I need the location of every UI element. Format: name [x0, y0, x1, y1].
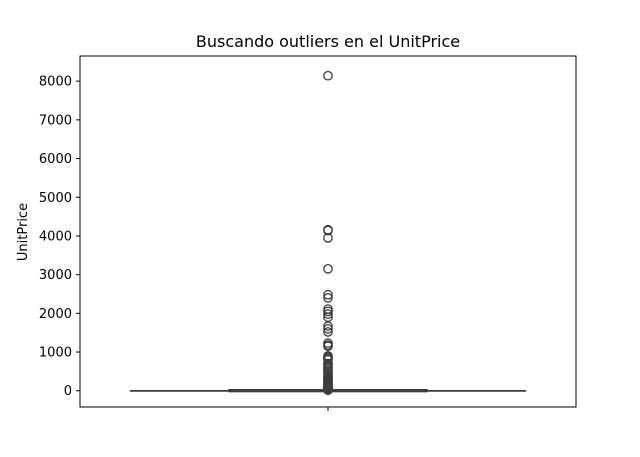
outlier-point — [323, 233, 333, 243]
outlier-point — [323, 321, 333, 331]
plot-area: 0 1000 2000 3000 4000 5000 6000 7000 8000 — [39, 55, 577, 411]
outlier-point — [323, 341, 333, 352]
y-tick-label: 3000 — [39, 268, 72, 283]
outlier-point — [323, 306, 333, 317]
outlier-point — [323, 323, 333, 334]
y-tick-label: 6000 — [39, 152, 72, 167]
chart-title: Buscando outliers en el UnitPrice — [196, 32, 460, 51]
outlier-point — [323, 309, 333, 319]
y-tick-label: 4000 — [39, 229, 72, 244]
outlier-point — [323, 385, 333, 396]
y-tick-label: 7000 — [39, 113, 72, 128]
outlier-point — [323, 263, 333, 274]
outlier-point — [323, 293, 333, 303]
y-axis-label: UnitPrice — [16, 203, 31, 261]
outlier-point — [323, 327, 333, 337]
y-tick-label: 8000 — [39, 75, 72, 90]
y-tick-label: 0 — [64, 384, 72, 399]
outlier-point — [323, 289, 333, 300]
outlier-point — [323, 225, 333, 236]
y-tick-label: 2000 — [39, 307, 72, 322]
y-tick-label: 1000 — [39, 346, 72, 361]
outlier-point — [323, 70, 333, 81]
y-tick-label: 5000 — [39, 191, 72, 206]
